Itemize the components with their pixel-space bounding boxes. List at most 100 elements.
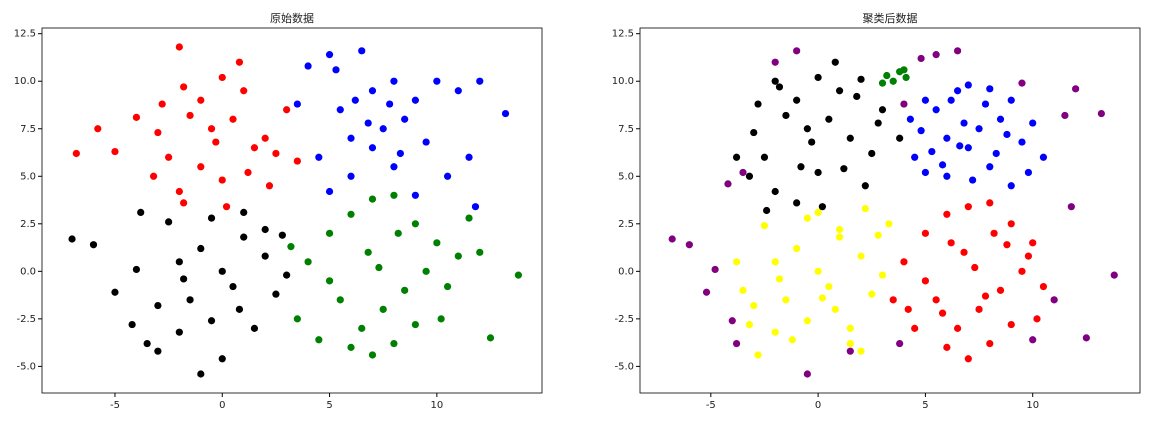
point (857, 252, 865, 260)
point (831, 305, 839, 313)
point (235, 58, 244, 66)
point (68, 235, 76, 243)
point (857, 75, 865, 83)
point (368, 351, 377, 359)
point (904, 305, 912, 313)
point (1067, 203, 1075, 211)
y-tick-label: 5.0 (618, 171, 634, 182)
point (1007, 182, 1015, 190)
x-tick-label: 0 (815, 400, 821, 411)
point (94, 125, 102, 133)
point (137, 208, 145, 217)
point (750, 128, 758, 137)
y-tick-label: 10.0 (14, 76, 36, 87)
point (996, 286, 1005, 294)
point (386, 100, 394, 108)
point (379, 125, 387, 133)
point (336, 296, 344, 304)
point (154, 301, 162, 310)
point (889, 77, 897, 85)
point (1024, 252, 1033, 260)
point (325, 187, 334, 196)
point (207, 214, 216, 222)
y-tick-label: 0.0 (618, 266, 634, 277)
point (763, 206, 771, 215)
point (861, 204, 869, 213)
point (964, 355, 972, 363)
point (433, 239, 441, 247)
point (760, 222, 769, 230)
point (186, 296, 194, 304)
point (874, 119, 882, 127)
point (1018, 138, 1026, 146)
point (921, 277, 930, 285)
point (433, 77, 441, 85)
point (878, 106, 887, 114)
point (840, 165, 848, 173)
y-tick-label: 7.5 (20, 124, 36, 135)
point (1061, 111, 1069, 120)
point (1007, 320, 1015, 329)
point (745, 172, 754, 180)
y-tick-label: -5.0 (16, 361, 36, 372)
point (771, 77, 779, 85)
point (921, 168, 930, 177)
point (250, 144, 259, 152)
point (186, 111, 194, 120)
point (803, 125, 811, 133)
point (293, 157, 301, 165)
point (368, 144, 377, 152)
point (351, 96, 359, 104)
point (197, 244, 205, 253)
point (732, 258, 741, 266)
point (443, 172, 452, 180)
point (911, 324, 919, 332)
point (911, 153, 919, 161)
point (1082, 334, 1090, 342)
point (969, 176, 977, 184)
point (685, 241, 693, 249)
point (158, 100, 166, 108)
point (775, 275, 784, 283)
point (992, 149, 1000, 158)
point (739, 286, 747, 294)
point (900, 258, 908, 266)
point (938, 309, 947, 317)
point (960, 119, 968, 127)
point (411, 191, 419, 199)
point (394, 229, 402, 237)
point (154, 347, 162, 355)
point (724, 180, 732, 188)
plot-frame (41, 27, 543, 394)
point (947, 239, 955, 247)
point (180, 199, 188, 207)
point (411, 320, 419, 329)
y-tick-label: 12.5 (612, 29, 634, 40)
point (1097, 109, 1105, 118)
point (390, 77, 398, 85)
point (240, 233, 248, 241)
point (240, 87, 248, 95)
point (938, 161, 947, 169)
y-tick-label: 7.5 (618, 124, 634, 135)
y-tick-label: 5.0 (20, 171, 36, 182)
point (437, 315, 445, 323)
point (996, 115, 1005, 123)
point (390, 163, 398, 171)
point (315, 336, 323, 344)
point (861, 182, 869, 190)
point (835, 225, 844, 234)
point (902, 73, 910, 82)
point (771, 187, 779, 196)
point (896, 134, 904, 142)
point (986, 163, 994, 171)
x-tick-label: 10 (1026, 400, 1039, 411)
point (261, 134, 269, 142)
point (154, 128, 162, 137)
point (197, 96, 205, 104)
point (364, 119, 372, 127)
point (250, 324, 259, 332)
point (165, 218, 173, 226)
point (325, 51, 334, 59)
point (760, 153, 769, 161)
